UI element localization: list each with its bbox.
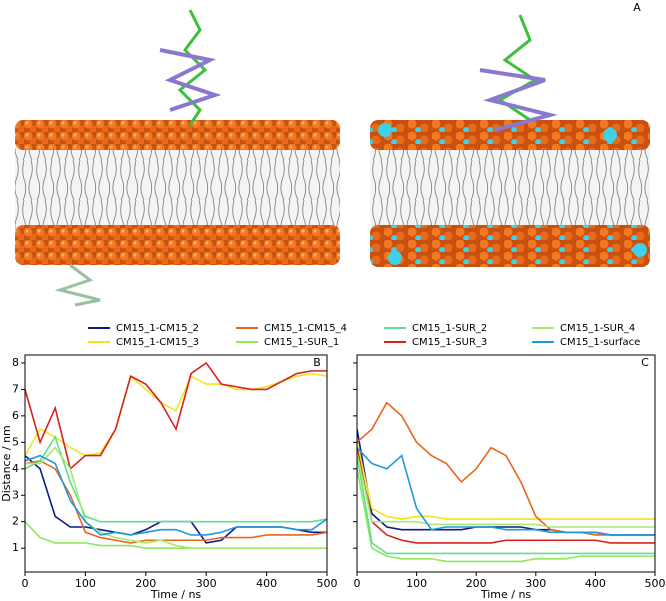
legend-label: CM15_1-SUR_2 [412,323,487,334]
data-line [25,446,327,549]
legend-label: CM15_1-CM15_4 [264,323,347,334]
data-line [25,361,327,471]
legend-label: CM15_1-SUR_3 [412,337,487,348]
y-tick-label: 4 [12,462,19,475]
panel-label: A [633,1,641,14]
membrane-image-left [15,9,340,307]
x-tick-label: 100 [75,577,96,590]
data-line [357,452,655,528]
y-tick-label: 2 [12,515,19,528]
x-tick-label: 200 [466,577,487,590]
x-tick-label: 400 [256,577,277,590]
x-tick-label: 0 [354,577,361,590]
x-tick-label: 0 [22,577,29,590]
y-tick-label: 8 [12,356,19,369]
x-tick-label: 300 [196,577,217,590]
y-tick-label: 5 [12,435,19,448]
data-line [357,447,655,536]
data-line [357,447,655,544]
x-tick-label: 500 [317,577,338,590]
legend-label: CM15_1-surface [560,337,640,348]
x-tick-label: 400 [585,577,606,590]
x-axis-label: Time / ns [480,588,532,601]
data-line [357,442,655,520]
x-tick-label: 200 [135,577,156,590]
x-tick-label: 300 [525,577,546,590]
y-tick-label: 3 [12,488,19,501]
data-line [25,454,327,536]
x-tick-label: 500 [645,577,666,590]
legend-label: CM15_1-CM15_2 [116,323,199,334]
data-line [357,468,655,563]
panel-label: B [313,356,321,369]
y-axis-label: Distance / nm [0,425,13,501]
legend-label: CM15_1-SUR_4 [560,323,635,334]
plot-frame [356,354,656,573]
data-line [25,372,327,457]
y-tick-label: 1 [12,541,19,554]
y-tick-label: 7 [12,382,19,395]
data-line [25,435,327,523]
data-line [357,455,655,555]
plot-frame [24,354,328,573]
data-line [357,401,655,536]
x-axis-label: Time / ns [150,588,202,601]
x-tick-label: 100 [406,577,427,590]
legend-label: CM15_1-CM15_3 [116,337,199,348]
y-tick-label: 6 [12,409,19,422]
membrane-image-right [370,14,650,267]
legend-label: CM15_1-SUR_1 [264,337,339,348]
panel-label: C [641,356,649,369]
